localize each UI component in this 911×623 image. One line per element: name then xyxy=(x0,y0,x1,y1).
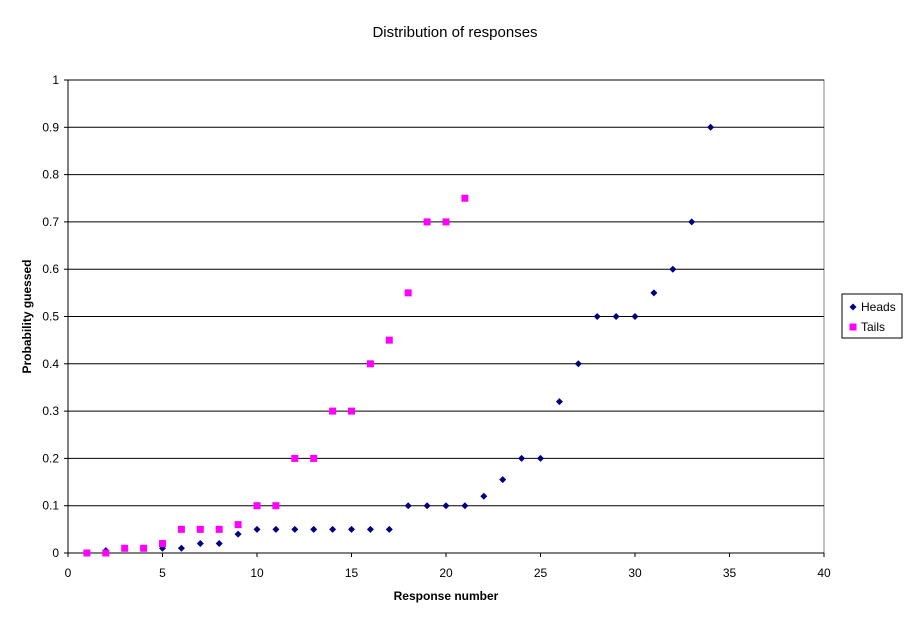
heads-point xyxy=(518,454,526,462)
x-tick-label: 10 xyxy=(250,566,264,580)
tails-point xyxy=(310,454,318,462)
heads-point xyxy=(348,525,355,533)
tails-point xyxy=(404,289,412,297)
heads-point xyxy=(329,525,337,533)
x-tick-label: 0 xyxy=(65,566,72,580)
tails-point xyxy=(121,544,129,552)
heads-point xyxy=(480,492,488,500)
tails-point xyxy=(329,407,337,415)
heads-point xyxy=(631,313,639,320)
tails-point xyxy=(291,454,299,462)
heads-point xyxy=(366,525,374,533)
tails-point xyxy=(83,549,91,557)
tails-point xyxy=(215,525,223,533)
x-tick-label: 20 xyxy=(439,566,453,580)
y-tick-label: 0.1 xyxy=(42,499,59,513)
legend-marker-tails xyxy=(849,323,857,331)
tails-point xyxy=(140,544,148,552)
heads-point xyxy=(385,525,393,533)
y-tick-label: 0.4 xyxy=(42,357,59,371)
y-tick-label: 0 xyxy=(52,546,59,560)
y-axis-label: Probability guessed xyxy=(20,259,34,373)
y-tick-labels: 0 0.1 0.2 0.3 0.4 0.5 0.6 0.7 0.8 0.9 1 xyxy=(42,73,68,560)
heads-point xyxy=(461,502,469,510)
heads-point xyxy=(215,540,223,548)
legend-label-heads: Heads xyxy=(861,300,896,314)
tails-point xyxy=(385,336,393,344)
y-tick-label: 0.5 xyxy=(42,310,59,324)
legend: Heads Tails xyxy=(841,293,903,339)
legend-marker-heads xyxy=(849,303,857,311)
heads-point xyxy=(707,123,715,131)
y-tick-label: 0.6 xyxy=(42,262,59,276)
tails-point xyxy=(366,360,374,368)
x-tick-label: 15 xyxy=(345,566,359,580)
x-tick-label: 35 xyxy=(723,566,737,580)
y-tick-label: 0.2 xyxy=(42,451,59,465)
x-tick-label: 5 xyxy=(159,566,166,580)
heads-point xyxy=(177,544,185,552)
heads-point xyxy=(291,525,299,533)
legend-label-tails: Tails xyxy=(861,320,885,334)
data-points xyxy=(83,123,715,557)
y-tick-label: 1 xyxy=(52,73,59,87)
heads-point xyxy=(442,502,450,510)
gridlines xyxy=(68,79,824,507)
x-tick-label: 40 xyxy=(817,566,831,580)
tails-point xyxy=(253,502,261,510)
heads-point xyxy=(310,525,318,533)
y-tick-label: 0.9 xyxy=(42,120,59,134)
series-heads xyxy=(83,123,715,557)
heads-point xyxy=(499,476,507,484)
tails-point xyxy=(159,540,166,548)
heads-point xyxy=(688,218,696,226)
x-tick-labels: 0 5 10 15 20 25 30 35 40 xyxy=(65,553,831,580)
y-tick-label: 0.3 xyxy=(42,404,59,418)
tails-point xyxy=(461,194,469,202)
heads-point xyxy=(555,398,563,406)
tails-point xyxy=(348,407,355,415)
tails-point xyxy=(234,521,242,529)
y-tick-label: 0.7 xyxy=(42,215,59,229)
x-axis-label: Response number xyxy=(394,589,499,603)
heads-point xyxy=(253,525,261,533)
legend-box xyxy=(841,293,903,339)
heads-point xyxy=(650,289,658,297)
x-tick-label: 30 xyxy=(628,566,642,580)
heads-point xyxy=(669,265,677,273)
heads-point xyxy=(593,313,601,320)
heads-point xyxy=(404,502,412,510)
heads-point xyxy=(423,502,431,510)
chart-title: Distribution of responses xyxy=(372,24,537,41)
tails-point xyxy=(442,218,450,226)
heads-point xyxy=(234,530,242,538)
heads-point xyxy=(196,540,204,548)
tails-point xyxy=(177,525,185,533)
x-tick-label: 25 xyxy=(534,566,548,580)
tails-point xyxy=(423,218,431,226)
y-tick-label: 0.8 xyxy=(42,168,59,182)
series-tails xyxy=(83,194,469,557)
heads-point xyxy=(574,360,582,368)
tails-point xyxy=(196,525,204,533)
tails-point xyxy=(102,549,110,557)
tails-point xyxy=(272,502,280,510)
heads-point xyxy=(272,525,280,533)
heads-point xyxy=(537,454,544,462)
heads-point xyxy=(612,313,620,320)
